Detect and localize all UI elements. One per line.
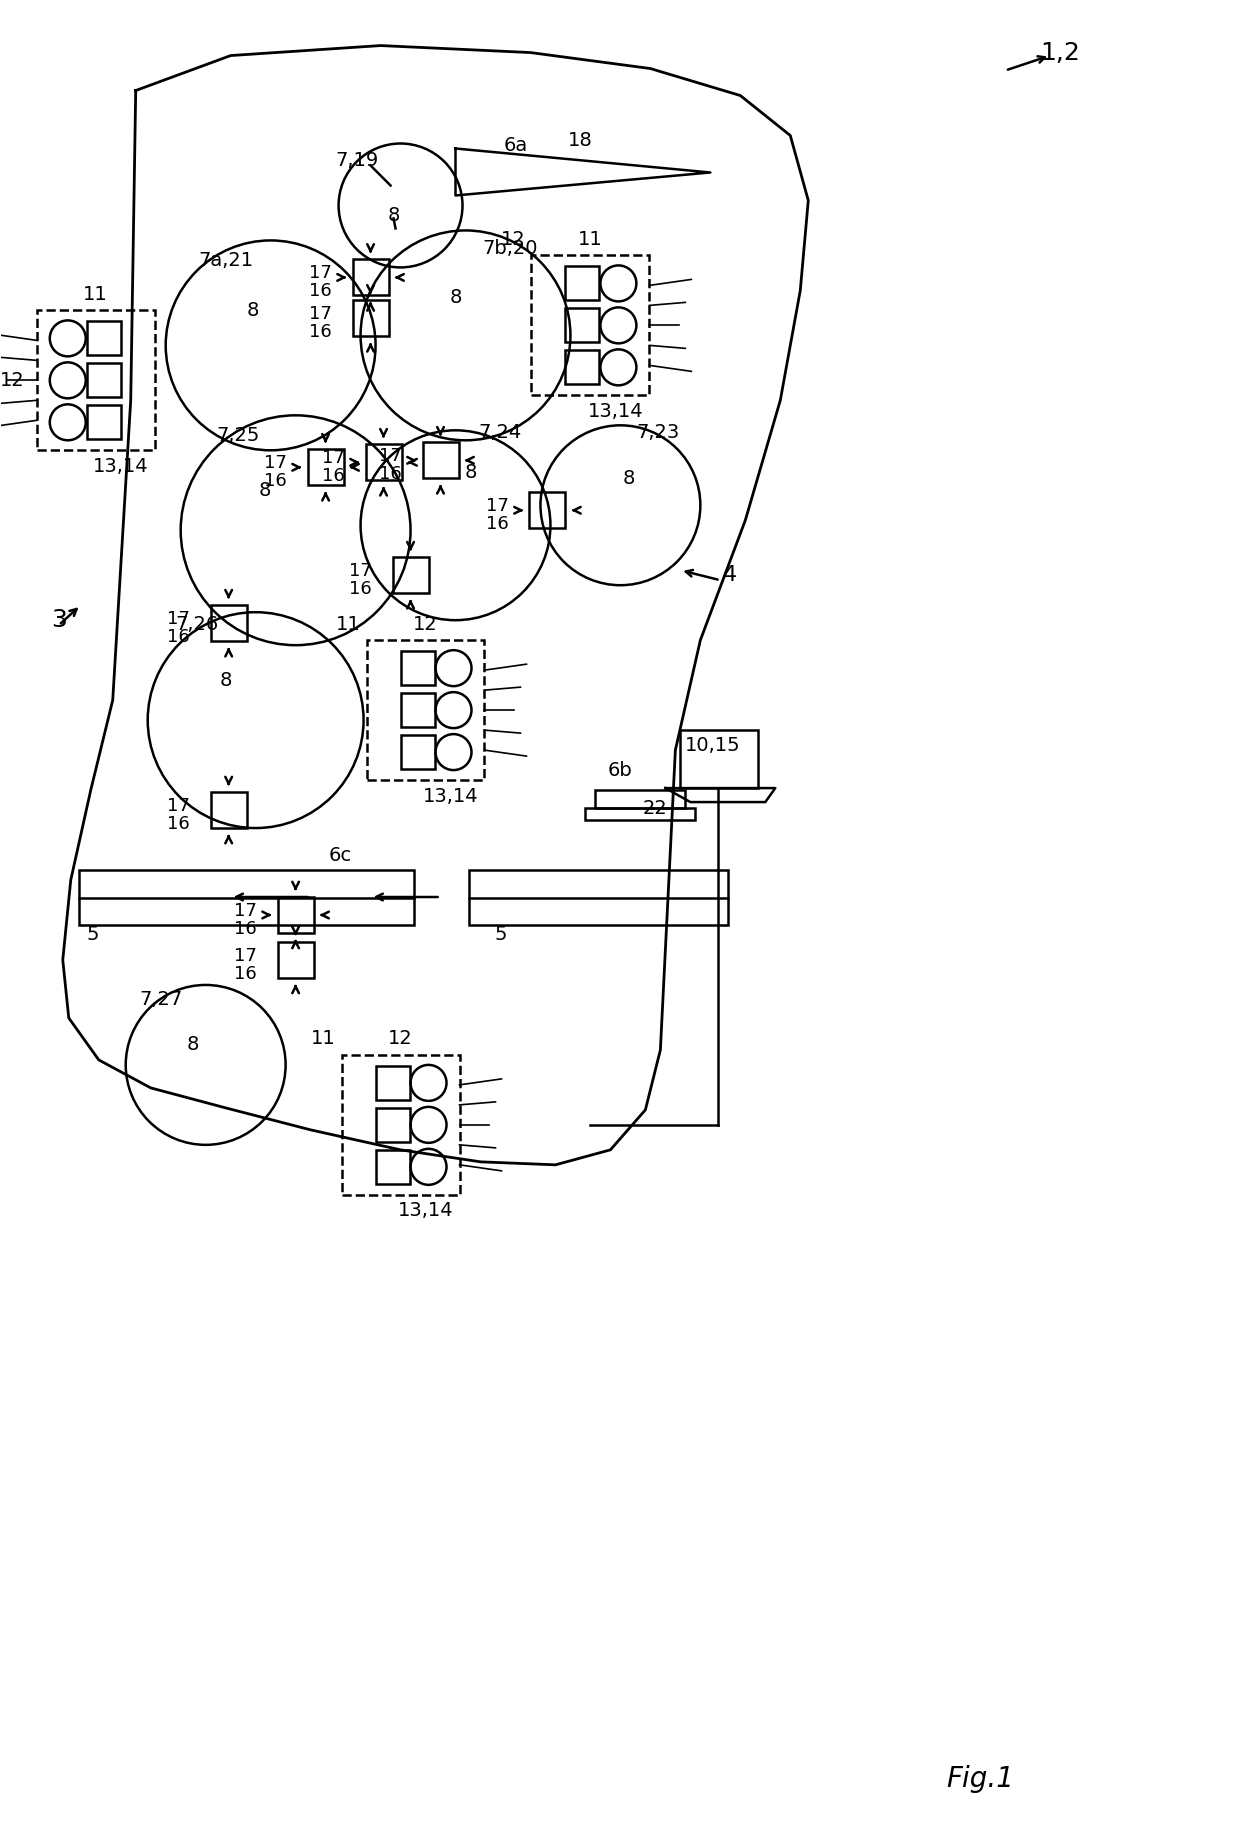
Bar bbox=[352, 300, 388, 336]
Bar bbox=[401, 650, 434, 685]
Bar bbox=[423, 442, 459, 479]
Bar bbox=[376, 1149, 409, 1184]
Text: 16: 16 bbox=[379, 466, 402, 484]
Text: 22: 22 bbox=[644, 798, 668, 817]
Text: 5: 5 bbox=[495, 926, 507, 945]
Text: 16: 16 bbox=[234, 921, 257, 937]
Bar bbox=[87, 406, 120, 438]
Text: 7,25: 7,25 bbox=[216, 426, 259, 444]
Bar bbox=[366, 444, 402, 481]
Bar bbox=[585, 808, 696, 820]
Text: 16: 16 bbox=[167, 628, 190, 647]
Bar bbox=[401, 692, 434, 727]
Bar bbox=[367, 639, 485, 780]
Text: 17: 17 bbox=[264, 455, 288, 473]
Text: 7b,20: 7b,20 bbox=[482, 239, 538, 258]
Text: 17: 17 bbox=[234, 903, 257, 921]
Text: 13,14: 13,14 bbox=[398, 1202, 454, 1220]
Bar bbox=[595, 789, 686, 808]
Text: 8: 8 bbox=[186, 1036, 198, 1054]
Text: 17: 17 bbox=[167, 797, 190, 815]
Bar bbox=[469, 870, 728, 924]
Text: 16: 16 bbox=[486, 515, 508, 533]
Text: 13,14: 13,14 bbox=[423, 787, 479, 806]
Text: 8: 8 bbox=[219, 671, 232, 689]
Text: 16: 16 bbox=[264, 473, 286, 490]
Text: 17: 17 bbox=[309, 265, 332, 283]
Text: 7,23: 7,23 bbox=[637, 422, 680, 442]
Text: 8: 8 bbox=[247, 301, 259, 320]
Text: 11: 11 bbox=[336, 614, 361, 634]
Bar bbox=[352, 259, 388, 296]
Text: 7,27: 7,27 bbox=[139, 990, 182, 1010]
Bar bbox=[532, 256, 650, 395]
Bar bbox=[565, 267, 599, 300]
Bar bbox=[376, 1107, 409, 1142]
Bar bbox=[565, 309, 599, 342]
Text: 8: 8 bbox=[622, 470, 635, 488]
Bar bbox=[87, 322, 120, 356]
Bar bbox=[565, 351, 599, 384]
Text: 17: 17 bbox=[379, 448, 402, 466]
Text: 16: 16 bbox=[350, 581, 372, 597]
Text: 11: 11 bbox=[83, 285, 108, 303]
Bar bbox=[278, 943, 314, 977]
Bar bbox=[341, 1054, 460, 1195]
Bar bbox=[37, 311, 155, 449]
Text: 7a,21: 7a,21 bbox=[198, 250, 253, 270]
Text: 12: 12 bbox=[0, 371, 24, 389]
Text: 7,19: 7,19 bbox=[335, 152, 378, 170]
Text: 11: 11 bbox=[578, 230, 603, 248]
Text: 17: 17 bbox=[309, 305, 332, 323]
Text: 5: 5 bbox=[87, 926, 99, 945]
Text: 13,14: 13,14 bbox=[588, 402, 644, 420]
Text: 11: 11 bbox=[311, 1029, 336, 1049]
Text: 16: 16 bbox=[322, 468, 345, 486]
Text: 12: 12 bbox=[413, 614, 438, 634]
Text: 4: 4 bbox=[723, 565, 738, 585]
Text: 3: 3 bbox=[51, 608, 67, 632]
Bar bbox=[211, 793, 247, 828]
Text: 7,26: 7,26 bbox=[175, 614, 218, 634]
Text: 8: 8 bbox=[387, 206, 399, 225]
Bar bbox=[401, 734, 434, 769]
Bar bbox=[278, 897, 314, 934]
Text: 16: 16 bbox=[234, 965, 257, 983]
Bar bbox=[308, 449, 343, 486]
Bar bbox=[529, 491, 565, 528]
Text: 16: 16 bbox=[309, 283, 332, 300]
Text: 6a: 6a bbox=[503, 135, 527, 155]
Bar bbox=[79, 870, 413, 924]
Text: 1,2: 1,2 bbox=[1040, 40, 1080, 64]
Text: 7,24: 7,24 bbox=[479, 422, 522, 442]
Text: 6b: 6b bbox=[608, 760, 632, 780]
Bar bbox=[87, 364, 120, 396]
Bar bbox=[681, 731, 759, 787]
Text: 16: 16 bbox=[167, 815, 190, 833]
Text: 17: 17 bbox=[234, 946, 257, 965]
Bar bbox=[393, 557, 429, 594]
Text: 8: 8 bbox=[464, 462, 476, 482]
Text: 10,15: 10,15 bbox=[684, 736, 740, 755]
Text: 17: 17 bbox=[167, 610, 190, 628]
Text: 6c: 6c bbox=[329, 846, 352, 864]
Text: 17: 17 bbox=[350, 563, 372, 581]
Bar bbox=[376, 1065, 409, 1100]
Bar bbox=[211, 605, 247, 641]
Text: 17: 17 bbox=[322, 449, 345, 468]
Text: 17: 17 bbox=[486, 497, 508, 515]
Text: 12: 12 bbox=[501, 230, 526, 248]
Text: 12: 12 bbox=[388, 1029, 413, 1049]
Text: 16: 16 bbox=[309, 323, 332, 342]
Text: 8: 8 bbox=[449, 289, 461, 307]
Text: Fig.1: Fig.1 bbox=[946, 1765, 1014, 1794]
Text: 8: 8 bbox=[258, 481, 270, 501]
Text: 18: 18 bbox=[568, 132, 593, 150]
Text: 13,14: 13,14 bbox=[93, 457, 149, 475]
